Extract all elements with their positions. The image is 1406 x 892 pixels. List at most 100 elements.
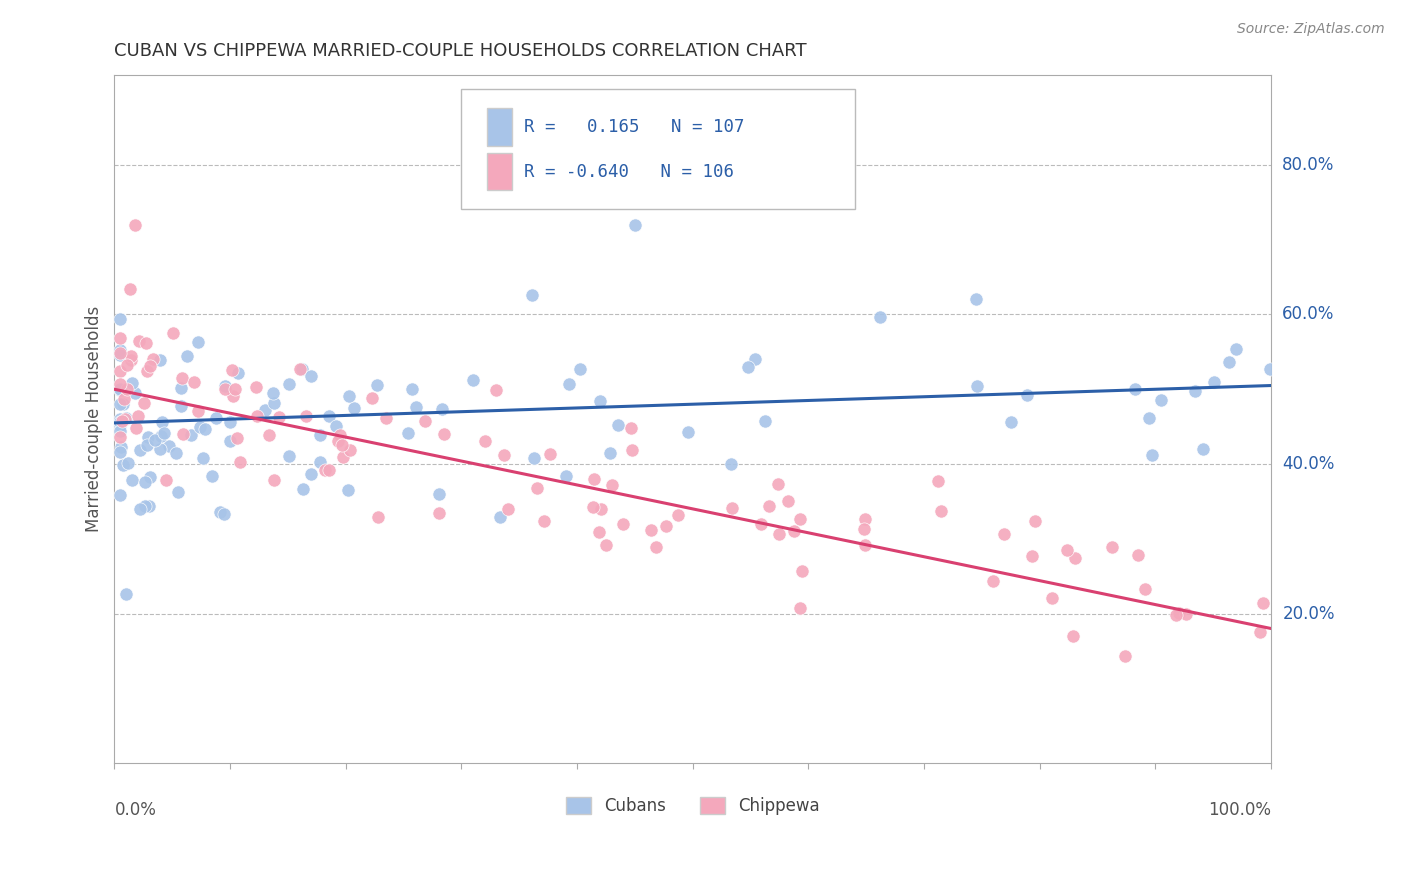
Point: [929, 504, 952, 518]
Point: [314, 462, 336, 476]
Text: 100.0%: 100.0%: [1208, 801, 1271, 819]
Point: [263, 396, 285, 410]
Point: [1192, 442, 1215, 456]
Point: [758, 499, 780, 513]
Text: R =   0.165   N = 107: R = 0.165 N = 107: [524, 118, 744, 136]
Point: [318, 409, 340, 424]
Text: 60.0%: 60.0%: [1282, 305, 1334, 324]
Point: [328, 434, 350, 448]
Point: [1164, 607, 1187, 622]
Point: [108, 364, 131, 378]
Point: [599, 446, 621, 460]
Text: 0.0%: 0.0%: [114, 801, 156, 819]
Point: [666, 508, 689, 522]
Point: [492, 448, 515, 462]
Point: [595, 538, 617, 552]
Point: [1000, 415, 1022, 429]
FancyBboxPatch shape: [486, 108, 512, 145]
Point: [474, 434, 496, 449]
Point: [624, 218, 647, 232]
Point: [620, 421, 643, 435]
Point: [1249, 625, 1271, 640]
Point: [112, 458, 135, 473]
Point: [645, 541, 668, 555]
Point: [170, 381, 193, 395]
Point: [853, 538, 876, 552]
Point: [1125, 382, 1147, 396]
Point: [582, 500, 605, 515]
Point: [783, 524, 806, 538]
Point: [588, 524, 610, 539]
Point: [172, 427, 194, 442]
Point: [329, 428, 352, 442]
Point: [965, 293, 987, 307]
Point: [167, 485, 190, 500]
Point: [162, 326, 184, 341]
Point: [720, 500, 742, 515]
Point: [115, 358, 138, 372]
Point: [138, 500, 160, 514]
Point: [134, 499, 156, 513]
Legend: Cubans, Chippewa: Cubans, Chippewa: [558, 789, 828, 823]
Point: [430, 401, 453, 416]
Point: [339, 442, 361, 457]
Point: [405, 400, 427, 414]
Point: [155, 473, 177, 487]
Point: [108, 411, 131, 425]
Point: [111, 414, 134, 428]
Point: [194, 422, 217, 436]
Point: [176, 349, 198, 363]
Point: [582, 472, 605, 486]
Point: [1168, 606, 1191, 620]
Text: 80.0%: 80.0%: [1282, 156, 1334, 174]
Point: [253, 403, 276, 417]
Y-axis label: Married-couple Households: Married-couple Households: [86, 306, 103, 533]
Point: [165, 446, 187, 460]
Point: [366, 377, 388, 392]
Point: [325, 419, 347, 434]
Point: [108, 331, 131, 345]
Point: [172, 371, 194, 385]
Point: [108, 377, 131, 392]
Point: [853, 522, 876, 536]
Point: [263, 474, 285, 488]
Point: [1128, 548, 1150, 562]
Point: [621, 443, 644, 458]
Point: [245, 380, 267, 394]
Point: [121, 474, 143, 488]
Point: [1064, 551, 1087, 566]
Point: [401, 383, 423, 397]
Point: [427, 487, 450, 501]
Point: [993, 526, 1015, 541]
Point: [299, 368, 322, 383]
Point: [291, 482, 314, 496]
Point: [869, 310, 891, 324]
Point: [170, 399, 193, 413]
Point: [853, 511, 876, 525]
FancyBboxPatch shape: [486, 153, 512, 190]
Point: [461, 373, 484, 387]
Point: [1015, 388, 1038, 402]
Point: [288, 362, 311, 376]
Point: [1062, 629, 1084, 643]
Point: [766, 477, 789, 491]
Point: [1133, 582, 1156, 596]
Point: [208, 505, 231, 519]
Point: [139, 470, 162, 484]
Point: [191, 450, 214, 465]
Point: [294, 409, 316, 424]
Point: [212, 507, 235, 521]
Point: [1258, 362, 1281, 376]
Point: [299, 467, 322, 481]
Point: [127, 409, 149, 424]
Point: [108, 348, 131, 362]
Point: [966, 379, 988, 393]
Point: [157, 439, 180, 453]
Point: [214, 382, 236, 396]
Point: [120, 349, 142, 363]
Point: [318, 463, 340, 477]
Point: [134, 475, 156, 490]
Point: [496, 502, 519, 516]
Point: [1024, 514, 1046, 528]
Point: [488, 509, 510, 524]
